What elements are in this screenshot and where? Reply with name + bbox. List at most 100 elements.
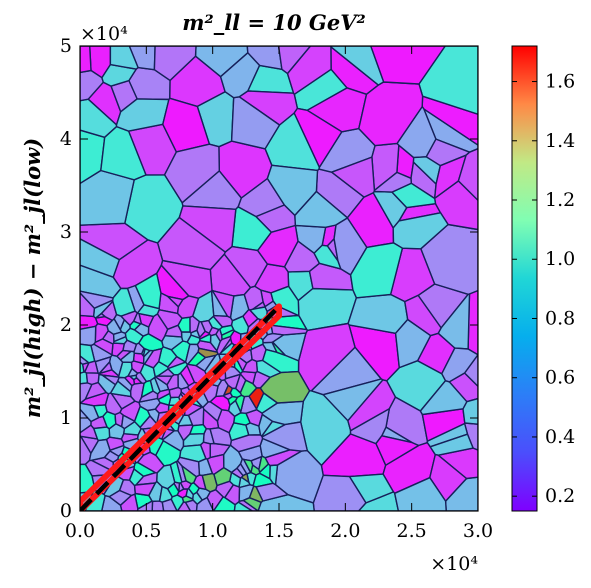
chart-title: m²_ll = 10 GeV² bbox=[182, 10, 365, 35]
voronoi-cell bbox=[133, 482, 157, 497]
colorbar-tick-label: 1.4 bbox=[545, 130, 575, 152]
voronoi-cell bbox=[138, 390, 159, 403]
voronoi-cell bbox=[196, 320, 206, 338]
x-tick-label: 1.0 bbox=[198, 520, 228, 542]
voronoi-cell bbox=[233, 501, 253, 511]
y-axis-label: m²_jl(high) − m²_jl(low) bbox=[20, 138, 45, 418]
x-axis-multiplier: ×10⁴ bbox=[430, 553, 478, 575]
voronoi-cell bbox=[259, 370, 311, 404]
voronoi-cell bbox=[163, 143, 221, 204]
voronoi-cell bbox=[197, 347, 219, 359]
x-axis-ticks: 0.0 0.5 1.0 1.5 2.0 2.5 3.0 bbox=[65, 46, 493, 542]
colorbar: 0.2 0.4 0.6 0.8 1.0 1.2 1.4 1.6 bbox=[511, 45, 575, 512]
x-tick-label: 2.0 bbox=[330, 520, 360, 542]
y-tick-label: 4 bbox=[60, 128, 72, 150]
red-boundary-polygon bbox=[80, 303, 282, 511]
voronoi-cell bbox=[347, 293, 409, 334]
voronoi-cell bbox=[103, 450, 120, 463]
colorbar-tick-label: 0.6 bbox=[545, 367, 575, 389]
x-tick-label: 0.0 bbox=[65, 520, 95, 542]
voronoi-cell bbox=[98, 361, 113, 375]
voronoi-cell bbox=[261, 421, 308, 452]
voronoi-cell bbox=[80, 402, 100, 423]
voronoi-cell bbox=[142, 349, 155, 365]
voronoi-cell bbox=[258, 455, 270, 473]
voronoi-cell bbox=[375, 435, 420, 466]
voronoi-cell bbox=[227, 395, 239, 406]
voronoi-cell bbox=[457, 147, 478, 202]
voronoi-cell bbox=[84, 360, 99, 374]
voronoi-cell bbox=[230, 96, 281, 150]
voronoi-cell bbox=[240, 473, 250, 483]
y-tick-label: 5 bbox=[60, 35, 72, 57]
colorbar-gradient bbox=[511, 45, 538, 512]
y-axis-multiplier: ×10⁴ bbox=[80, 23, 128, 45]
voronoi-cell bbox=[246, 46, 283, 71]
x-tick-label: 2.5 bbox=[397, 520, 427, 542]
voronoi-cell bbox=[271, 341, 286, 357]
voronoi-cell bbox=[257, 224, 299, 268]
voronoi-cell bbox=[210, 289, 229, 317]
voronoi-cell bbox=[166, 374, 179, 391]
voronoi-cell bbox=[181, 495, 194, 503]
voronoi-cell bbox=[441, 347, 478, 383]
voronoi-cell bbox=[392, 212, 449, 250]
y-tick-label: 0 bbox=[60, 500, 72, 522]
y-tick-label: 1 bbox=[60, 407, 72, 429]
voronoi-cell bbox=[199, 333, 212, 344]
voronoi-cell bbox=[239, 379, 258, 398]
colorbar-tick-label: 1.0 bbox=[545, 248, 575, 270]
voronoi-cell bbox=[136, 500, 154, 511]
y-tick-label: 2 bbox=[60, 314, 72, 336]
voronoi-cell bbox=[80, 290, 114, 309]
voronoi-cell bbox=[80, 325, 97, 347]
voronoi-cell bbox=[80, 424, 99, 440]
voronoi-cell bbox=[109, 380, 132, 398]
voronoi-cell bbox=[80, 361, 85, 374]
plot-area bbox=[80, 46, 478, 511]
voronoi-cell bbox=[120, 414, 136, 430]
colorbar-ticks: 0.2 0.4 0.6 0.8 1.0 1.2 1.4 1.6 bbox=[512, 71, 575, 507]
colorbar-tick-label: 0.2 bbox=[545, 485, 575, 507]
voronoi-cell bbox=[223, 384, 234, 396]
voronoi-cell bbox=[112, 331, 127, 343]
voronoi-cell bbox=[349, 242, 404, 299]
voronoi-cell bbox=[201, 472, 218, 493]
voronoi-cell bbox=[80, 46, 92, 74]
y-axis-ticks: 0 1 2 3 4 5 bbox=[60, 35, 478, 522]
voronoi-cell bbox=[258, 413, 274, 437]
voronoi-cell bbox=[93, 338, 114, 356]
voronoi-cell bbox=[129, 374, 138, 381]
colorbar-tick-label: 1.6 bbox=[545, 71, 575, 93]
voronoi-cell bbox=[122, 339, 138, 353]
x-tick-label: 0.5 bbox=[131, 520, 161, 542]
voronoi-cell bbox=[94, 312, 106, 319]
voronoi-cell bbox=[84, 381, 107, 400]
voronoi-cell bbox=[115, 98, 170, 132]
voronoi-cell bbox=[429, 453, 468, 502]
voronoi-cell bbox=[176, 295, 200, 319]
voronoi-cell bbox=[158, 485, 173, 503]
voronoi-cell bbox=[108, 489, 133, 506]
voronoi-cell bbox=[262, 348, 300, 374]
voronoi-cell bbox=[181, 465, 198, 485]
voronoi-cell bbox=[219, 52, 261, 99]
voronoi-cell bbox=[277, 46, 312, 75]
colorbar-tick-label: 0.4 bbox=[545, 426, 575, 448]
voronoi-cell bbox=[167, 361, 189, 376]
voronoi-cells bbox=[80, 46, 478, 511]
colorbar-tick-label: 1.2 bbox=[545, 189, 575, 211]
x-tick-label: 1.5 bbox=[264, 520, 294, 542]
voronoi-cell bbox=[373, 171, 412, 193]
voronoi-cell bbox=[404, 294, 442, 337]
voronoi-cell bbox=[394, 477, 447, 511]
voronoi-cell bbox=[129, 320, 142, 331]
voronoi-cell bbox=[370, 46, 446, 85]
voronoi-cell bbox=[242, 497, 262, 511]
x-tick-label: 3.0 bbox=[463, 520, 493, 542]
voronoi-cell bbox=[100, 495, 123, 511]
voronoi-cell bbox=[134, 272, 162, 310]
y-tick-label: 3 bbox=[60, 221, 72, 243]
voronoi-cell bbox=[209, 427, 233, 447]
